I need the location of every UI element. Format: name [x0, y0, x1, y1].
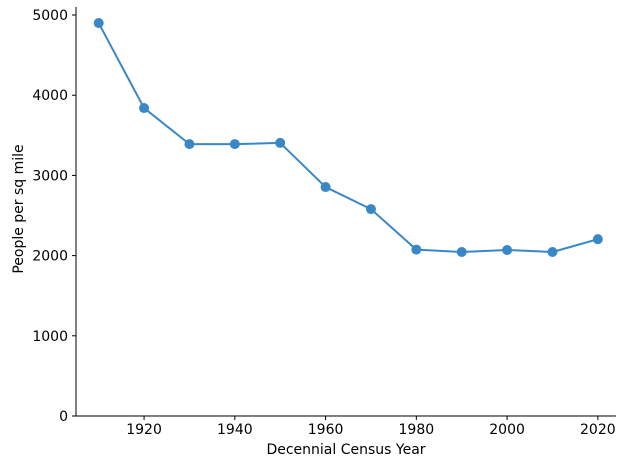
y-axis-label: People per sq mile	[11, 144, 27, 274]
data-point	[547, 246, 558, 257]
data-point	[411, 244, 422, 255]
y-tick-label: 0	[59, 409, 68, 425]
y-tick-label: 4000	[32, 88, 68, 104]
y-tick-label: 2000	[32, 249, 68, 265]
data-line	[97, 22, 599, 253]
x-tick-label: 1920	[126, 422, 162, 438]
data-point	[502, 244, 513, 255]
data-point	[365, 204, 376, 215]
x-tick-label: 2000	[489, 422, 525, 438]
data-point	[592, 234, 603, 245]
x-tick-label: 2020	[580, 422, 616, 438]
data-point	[320, 182, 331, 193]
data-point	[275, 137, 286, 148]
x-axis-label: Decennial Census Year	[266, 442, 426, 458]
y-tick-label: 3000	[32, 168, 68, 184]
data-point	[93, 18, 104, 29]
y-tick-label: 1000	[32, 329, 68, 345]
data-point	[229, 139, 240, 150]
data-point	[139, 103, 150, 114]
x-tick-label: 1980	[399, 422, 435, 438]
y-tick-label: 5000	[32, 8, 68, 24]
x-tick-label: 1940	[217, 422, 253, 438]
data-point	[456, 246, 467, 257]
x-tick-label: 1960	[308, 422, 344, 438]
data-point	[184, 139, 195, 150]
